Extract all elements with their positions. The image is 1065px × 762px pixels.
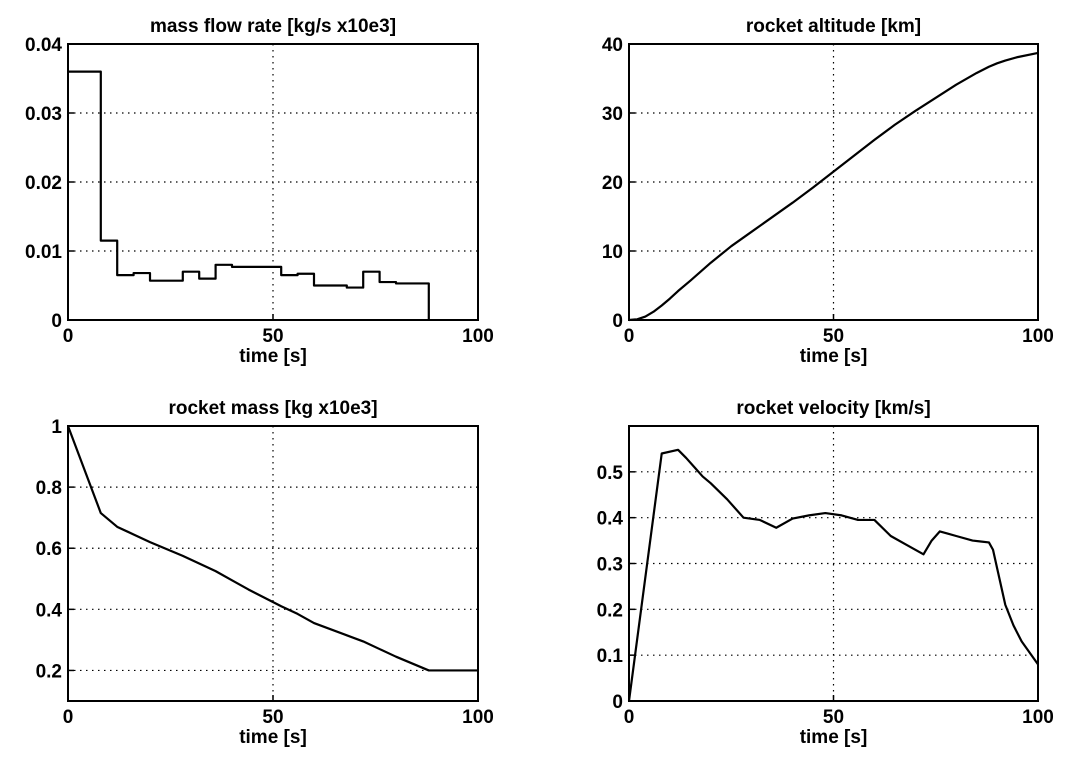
chart-mass-flow-rate-axes-frame: [67, 43, 479, 321]
chart-rocket-mass-y-tick-label-1: 0.4: [36, 600, 63, 621]
chart-panel-rocket-altitude: rocket altitude [km] 0 50 100 0 10 20 30 40 time …: [602, 16, 1054, 367]
chart-mass-flow-rate-x-tick-label-2: 100: [462, 326, 494, 347]
chart-rocket-mass-y-tick-label-3: 0.8: [36, 478, 62, 499]
chart-rocket-velocity-x-tick-label-2: 100: [1022, 707, 1054, 728]
chart-rocket-altitude-title: rocket altitude [km]: [746, 16, 921, 37]
chart-rocket-velocity-y-tick-label-5: 0.5: [597, 463, 624, 484]
chart-rocket-velocity-y-tick-label-4: 0.4: [597, 509, 624, 530]
chart-mass-flow-rate-y-tick-label-3: 0.03: [25, 104, 62, 125]
chart-rocket-mass-y-tick-label-4: 1: [51, 417, 62, 438]
chart-rocket-altitude-y-tick-label-0: 0: [612, 311, 623, 332]
chart-panel-rocket-mass: rocket mass [kg x10e3] 0 50 100 0.2 0.4 0.6 0.8…: [36, 398, 494, 748]
chart-rocket-altitude-x-tick-label-2: 100: [1022, 326, 1054, 347]
chart-rocket-mass-x-tick-label-1: 50: [262, 707, 283, 728]
chart-mass-flow-rate-y-tick-label-0: 0: [51, 311, 62, 332]
chart-rocket-altitude-x-tick-label-0: 0: [624, 326, 635, 347]
chart-rocket-altitude-x-tick-label-1: 50: [823, 326, 844, 347]
chart-mass-flow-rate-x-axis-label: time [s]: [239, 346, 307, 367]
chart-rocket-velocity-x-tick-label-1: 50: [823, 707, 844, 728]
chart-rocket-mass-y-tick-label-2: 0.6: [36, 539, 62, 560]
chart-rocket-mass-x-tick-label-0: 0: [63, 707, 74, 728]
chart-rocket-velocity-series-line-0: [627, 448, 1039, 702]
chart-rocket-altitude-y-tick-label-4: 40: [602, 35, 623, 56]
chart-mass-flow-rate-x-tick-label-1: 50: [262, 326, 283, 347]
chart-mass-flow-rate-x-tick-label-0: 0: [63, 326, 74, 347]
chart-rocket-altitude-x-axis-label: time [s]: [800, 346, 868, 367]
chart-rocket-altitude-y-tick-label-2: 20: [602, 173, 623, 194]
chart-mass-flow-rate-y-tick-label-2: 0.02: [25, 173, 62, 194]
chart-rocket-velocity-x-axis-label: time [s]: [800, 727, 868, 748]
chart-rocket-altitude-series-line-0: [628, 51, 1039, 322]
chart-panel-mass-flow-rate: mass flow rate [kg/s x10e3] 0 50 100 0 0.01 0.…: [25, 16, 494, 367]
chart-mass-flow-rate-series-line-0: [68, 70, 430, 320]
chart-rocket-velocity-axes-frame: [628, 425, 1039, 702]
chart-panel-rocket-velocity: rocket velocity [km/s] 0 50 100 0 0.1 0.2 0.3 0.…: [597, 398, 1054, 748]
chart-rocket-mass-title: rocket mass [kg x10e3]: [168, 398, 377, 419]
chart-rocket-mass-axes-frame: [67, 425, 479, 702]
chart-mass-flow-rate-y-tick-label-1: 0.01: [25, 242, 62, 263]
chart-rocket-mass-y-tick-label-0: 0.2: [36, 661, 62, 682]
chart-rocket-altitude-y-tick-label-1: 10: [602, 242, 623, 263]
chart-mass-flow-rate-y-tick-label-4: 0.04: [25, 35, 62, 56]
chart-rocket-altitude-y-tick-label-3: 30: [602, 104, 623, 125]
chart-rocket-velocity-y-tick-label-1: 0.1: [597, 646, 624, 667]
chart-rocket-velocity-x-tick-label-0: 0: [624, 707, 635, 728]
chart-mass-flow-rate-title: mass flow rate [kg/s x10e3]: [150, 16, 396, 37]
chart-rocket-velocity-y-tick-label-2: 0.2: [597, 600, 623, 621]
chart-rocket-velocity-y-tick-label-3: 0.3: [597, 555, 623, 576]
chart-rocket-velocity-y-tick-label-0: 0: [612, 692, 623, 713]
chart-rocket-mass-x-tick-label-2: 100: [462, 707, 494, 728]
chart-rocket-velocity-title: rocket velocity [km/s]: [736, 398, 930, 419]
chart-rocket-mass-series-line-0: [66, 425, 478, 672]
chart-rocket-mass-x-axis-label: time [s]: [239, 727, 307, 748]
chart-rocket-altitude-axes-frame: [628, 43, 1039, 321]
